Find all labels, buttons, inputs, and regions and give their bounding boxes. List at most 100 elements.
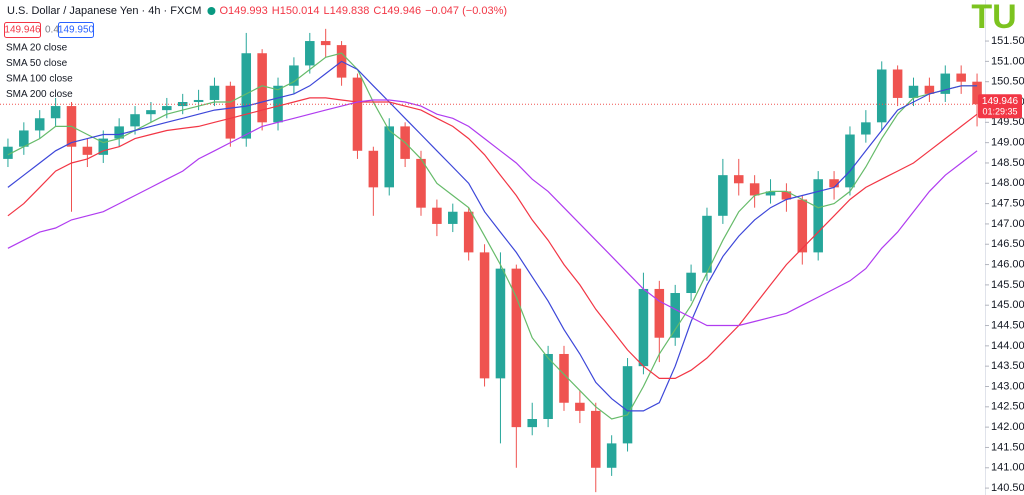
candle-body — [3, 146, 13, 159]
y-tick-label: 144.000 — [991, 340, 1024, 352]
y-tick-label: 143.500 — [991, 360, 1024, 372]
y-tick-label: 149.500 — [991, 116, 1024, 128]
spread: 0.4 — [45, 25, 59, 36]
y-tick-label: 141.000 — [991, 462, 1024, 474]
y-tick-label: 144.500 — [991, 319, 1024, 331]
candle-body — [559, 353, 569, 403]
candle-body — [845, 134, 855, 188]
candle-body — [765, 191, 776, 196]
candle-body — [225, 85, 236, 139]
bid-price: 149.946 — [4, 25, 41, 36]
candle-body — [908, 85, 919, 98]
legend-entry: SMA 20 close — [6, 43, 68, 54]
logo: TU — [971, 0, 1016, 36]
candle-body — [622, 366, 633, 444]
legend-entry: SMA 100 close — [6, 74, 73, 85]
candle-body — [956, 73, 966, 82]
candle-body — [638, 288, 649, 367]
candle-body — [305, 41, 315, 66]
last-price-label: 149.946 — [982, 96, 1019, 107]
ask-box — [58, 22, 94, 38]
y-tick-label: 146.000 — [991, 258, 1024, 270]
candle-body — [940, 73, 951, 94]
y-tick-label: 142.500 — [991, 401, 1024, 413]
candle-body — [797, 199, 808, 253]
ohlc-value: H150.014 — [272, 5, 320, 17]
candle-body — [448, 211, 458, 224]
candle-body — [686, 272, 696, 294]
candle-body — [130, 114, 140, 127]
y-tick-label: 148.500 — [991, 157, 1024, 169]
candle-body — [829, 179, 839, 188]
candle-body — [575, 402, 585, 411]
candle-body — [50, 106, 61, 119]
candle-body — [733, 175, 744, 184]
candle-body — [876, 69, 887, 123]
candle-body — [606, 443, 617, 468]
candle-body — [527, 419, 537, 428]
y-tick-label: 141.500 — [991, 441, 1024, 453]
y-tick-label: 148.000 — [991, 177, 1024, 189]
y-tick-label: 142.000 — [991, 421, 1024, 433]
candle-body — [82, 146, 93, 155]
candle-body — [432, 207, 442, 224]
candle-body — [384, 126, 394, 188]
legend-entry: SMA 200 close — [6, 89, 73, 100]
candle-body — [813, 179, 823, 253]
y-tick-label: 145.500 — [991, 279, 1024, 291]
candle-body — [320, 41, 331, 46]
candle-body — [416, 158, 426, 208]
y-tick-label: 143.000 — [991, 380, 1024, 392]
candle-body — [257, 53, 267, 123]
legend-entry: SMA 50 close — [6, 58, 68, 69]
candle-body — [543, 353, 553, 420]
ma-line — [7, 52, 978, 420]
ohlc-value: C149.946 — [373, 5, 421, 17]
ma-line — [7, 60, 978, 412]
candle-body — [177, 102, 188, 107]
bid-box — [4, 22, 41, 38]
candle-body — [193, 99, 204, 103]
candle-body — [352, 77, 363, 151]
candle-body — [861, 122, 871, 135]
candle-body — [19, 130, 29, 147]
candle-body — [718, 175, 728, 216]
y-tick-label: 147.500 — [991, 198, 1024, 210]
candle-body — [702, 215, 712, 273]
ohlc-value: L149.838 — [323, 5, 369, 17]
candle-body — [162, 106, 172, 111]
y-tick-label: 145.000 — [991, 299, 1024, 311]
last-price-box — [978, 94, 1022, 119]
candle-body — [98, 138, 109, 155]
y-tick-label: 146.500 — [991, 238, 1024, 250]
symbol-title: U.S. Dollar / Japanese Yen · 4h · FXCM — [7, 5, 201, 17]
ohlc-value: −0.047 (−0.03%) — [425, 5, 507, 17]
y-tick-label: 151.000 — [991, 55, 1024, 67]
candle-body — [368, 150, 379, 188]
candle-body — [892, 69, 903, 98]
ma-line — [7, 97, 978, 379]
candle-body — [972, 81, 982, 105]
y-tick-label: 151.500 — [991, 35, 1024, 47]
candle-body — [114, 126, 124, 139]
candle-body — [670, 293, 680, 338]
y-tick-label: 149.000 — [991, 137, 1024, 149]
candle-body — [654, 288, 665, 338]
candle-body — [591, 410, 601, 468]
candle-body — [495, 268, 506, 379]
candle-body — [511, 268, 522, 428]
ask-price: 149.950 — [58, 25, 95, 36]
market-status-dot — [207, 7, 216, 15]
candle-body — [273, 85, 283, 123]
candle-body — [924, 85, 935, 94]
candle-body — [781, 191, 792, 200]
y-tick-label: 150.500 — [991, 76, 1024, 88]
ma-line — [7, 99, 978, 327]
ohlc-value: O149.993 — [219, 5, 267, 17]
candle-body — [463, 211, 474, 253]
y-tick-label: 147.000 — [991, 218, 1024, 230]
candle-body — [209, 85, 220, 100]
candle-body — [289, 65, 299, 86]
